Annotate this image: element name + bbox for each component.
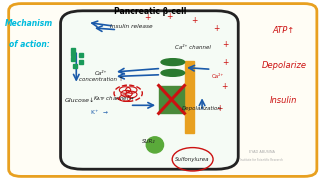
Bar [185, 61, 194, 133]
Text: +: + [221, 82, 227, 91]
Text: +: + [166, 12, 172, 21]
Text: EYAD ABUSINA: EYAD ABUSINA [249, 150, 275, 154]
Text: ATP↑: ATP↑ [273, 26, 295, 35]
Text: Insulin: Insulin [270, 96, 298, 105]
Bar [159, 86, 184, 113]
Text: SUR₂: SUR₂ [142, 139, 156, 144]
Text: K$^+$ $\rightarrow$: K$^+$ $\rightarrow$ [91, 108, 109, 117]
Text: Ca²⁺: Ca²⁺ [212, 74, 224, 79]
Text: Sulfonylurea: Sulfonylurea [175, 157, 210, 162]
Ellipse shape [146, 137, 164, 153]
FancyBboxPatch shape [9, 4, 317, 176]
Text: Mechanism: Mechanism [5, 19, 53, 28]
Text: +: + [216, 104, 222, 113]
Text: +: + [222, 40, 229, 49]
Text: Ca²⁺
concentration ↑: Ca²⁺ concentration ↑ [79, 71, 124, 82]
Text: Depolarization: Depolarization [182, 105, 222, 111]
Text: +: + [191, 16, 197, 25]
Text: Depolarize: Depolarize [261, 61, 306, 70]
Text: Insulin release: Insulin release [110, 24, 153, 29]
Text: Ca²⁺ channel: Ca²⁺ channel [175, 45, 211, 50]
Text: Glucose↓: Glucose↓ [64, 98, 94, 103]
Text: Institute for Scientific Research: Institute for Scientific Research [240, 158, 283, 162]
Text: +: + [222, 58, 229, 67]
Text: K$_\mathrm{ATP}$ channel$\rightarrow$: K$_\mathrm{ATP}$ channel$\rightarrow$ [93, 94, 135, 103]
Text: +: + [213, 24, 220, 33]
Text: +: + [144, 13, 150, 22]
Text: of action:: of action: [9, 40, 50, 49]
Ellipse shape [161, 69, 185, 76]
Ellipse shape [161, 59, 185, 66]
FancyBboxPatch shape [60, 11, 238, 169]
Text: Pancreatic β-cell: Pancreatic β-cell [114, 7, 186, 16]
